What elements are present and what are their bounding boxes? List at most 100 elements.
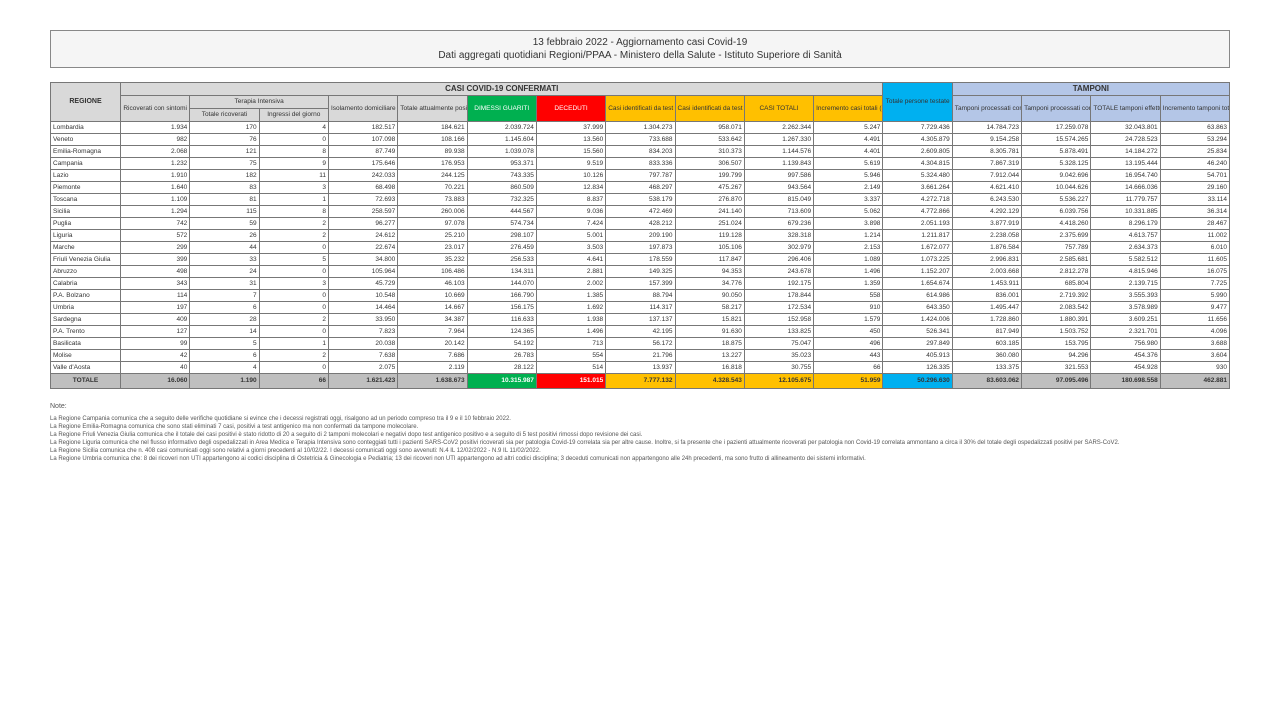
data-cell: 4.613.757 xyxy=(1091,230,1160,242)
table-row: Lazio1.91018211242.033244.125743.33510.1… xyxy=(51,170,1230,182)
data-cell: 260.006 xyxy=(398,206,467,218)
data-cell: 192.175 xyxy=(744,278,813,290)
data-cell: 24.612 xyxy=(328,230,397,242)
data-cell: 170 xyxy=(190,122,259,134)
data-cell: 6 xyxy=(190,350,259,362)
data-cell: 982 xyxy=(121,134,190,146)
data-cell: 251.024 xyxy=(675,218,744,230)
data-cell: 1.267.330 xyxy=(744,134,813,146)
data-cell: 1.654.674 xyxy=(883,278,952,290)
data-cell: 182.517 xyxy=(328,122,397,134)
region-name: Calabria xyxy=(51,278,121,290)
data-cell: 1.672.077 xyxy=(883,242,952,254)
data-cell: 42.195 xyxy=(606,326,675,338)
data-cell: 1.640 xyxy=(121,182,190,194)
table-row: Calabria34331345.72946.103144.0702.00215… xyxy=(51,278,1230,290)
data-cell: 1.304.273 xyxy=(606,122,675,134)
data-cell: 1.938 xyxy=(536,314,605,326)
data-cell: 1.496 xyxy=(536,326,605,338)
data-cell: 94.353 xyxy=(675,266,744,278)
data-cell: 107.098 xyxy=(328,134,397,146)
data-cell: 475.267 xyxy=(675,182,744,194)
data-cell: 94.296 xyxy=(1022,350,1091,362)
data-cell: 7.912.044 xyxy=(952,170,1021,182)
data-cell: 428.212 xyxy=(606,218,675,230)
data-cell: 3 xyxy=(259,278,328,290)
data-cell: 296.406 xyxy=(744,254,813,266)
region-name: Puglia xyxy=(51,218,121,230)
data-cell: 836.001 xyxy=(952,290,1021,302)
data-cell: 860.509 xyxy=(467,182,536,194)
data-cell: 70.221 xyxy=(398,182,467,194)
data-cell: 5.582.512 xyxy=(1091,254,1160,266)
data-cell: 614.986 xyxy=(883,290,952,302)
data-cell: 7.424 xyxy=(536,218,605,230)
table-row: P.A. Bolzano1147010.54810.669166.7901.38… xyxy=(51,290,1230,302)
data-cell: 1 xyxy=(259,338,328,350)
note-line: La Regione Emilia-Romagna comunica che s… xyxy=(50,423,1230,431)
data-cell: 83 xyxy=(190,182,259,194)
data-cell: 2.719.392 xyxy=(1022,290,1091,302)
region-name: Molise xyxy=(51,350,121,362)
region-name: Abruzzo xyxy=(51,266,121,278)
data-cell: 310.373 xyxy=(675,146,744,158)
data-cell: 8 xyxy=(259,146,328,158)
data-cell: 2 xyxy=(259,230,328,242)
data-cell: 134.311 xyxy=(467,266,536,278)
data-cell: 8 xyxy=(259,206,328,218)
data-cell: 30.755 xyxy=(744,362,813,374)
data-cell: 2.153 xyxy=(814,242,883,254)
data-cell: 0 xyxy=(259,242,328,254)
region-name: Campania xyxy=(51,158,121,170)
data-cell: 21.796 xyxy=(606,350,675,362)
data-cell: 46.240 xyxy=(1160,158,1229,170)
col-ti-totale: Totale ricoverati xyxy=(190,109,259,122)
data-cell: 13.195.444 xyxy=(1091,158,1160,170)
data-cell: 953.371 xyxy=(467,158,536,170)
table-row: Molise42627.6387.68626.78355421.79613.22… xyxy=(51,350,1230,362)
data-cell: 713 xyxy=(536,338,605,350)
data-cell: 834.203 xyxy=(606,146,675,158)
data-cell: 0 xyxy=(259,266,328,278)
data-cell: 2 xyxy=(259,314,328,326)
data-cell: 2.585.681 xyxy=(1022,254,1091,266)
data-cell: 1.453.911 xyxy=(952,278,1021,290)
data-cell: 152.958 xyxy=(744,314,813,326)
data-cell: 817.949 xyxy=(952,326,1021,338)
region-name: Valle d'Aosta xyxy=(51,362,121,374)
note-line: La Regione Campania comunica che a segui… xyxy=(50,415,1230,423)
note-line: La Regione Umbria comunica che: 8 dei ri… xyxy=(50,455,1230,463)
data-cell: 166.790 xyxy=(467,290,536,302)
data-cell: 91.630 xyxy=(675,326,744,338)
data-cell: 33.950 xyxy=(328,314,397,326)
data-cell: 2.609.805 xyxy=(883,146,952,158)
data-cell: 514 xyxy=(536,362,605,374)
data-cell: 3.578.989 xyxy=(1091,302,1160,314)
col-incr-casi: Incremento casi totali (rispetto al gior… xyxy=(814,96,883,122)
data-cell: 182 xyxy=(190,170,259,182)
data-cell: 1.728.860 xyxy=(952,314,1021,326)
data-cell: 258.597 xyxy=(328,206,397,218)
data-cell: 558 xyxy=(814,290,883,302)
data-cell: 713.609 xyxy=(744,206,813,218)
data-cell: 114 xyxy=(121,290,190,302)
region-name: Piemonte xyxy=(51,182,121,194)
data-cell: 468.297 xyxy=(606,182,675,194)
covid-data-table: REGIONE CASI COVID-19 CONFERMATI Totale … xyxy=(50,82,1230,389)
data-cell: 743.335 xyxy=(467,170,536,182)
table-row: Emilia-Romagna2.068121887.74989.9381.039… xyxy=(51,146,1230,158)
data-cell: 276.870 xyxy=(675,194,744,206)
data-cell: 244.125 xyxy=(398,170,467,182)
data-cell: 209.190 xyxy=(606,230,675,242)
data-cell: 126.335 xyxy=(883,362,952,374)
data-cell: 72.693 xyxy=(328,194,397,206)
data-cell: 34.387 xyxy=(398,314,467,326)
table-row: P.A. Trento1271407.8237.964124.3651.4964… xyxy=(51,326,1230,338)
data-cell: 2.634.373 xyxy=(1091,242,1160,254)
data-cell: 910 xyxy=(814,302,883,314)
region-name: Emilia-Romagna xyxy=(51,146,121,158)
data-cell: 54.701 xyxy=(1160,170,1229,182)
data-cell: 149.325 xyxy=(606,266,675,278)
data-cell: 24 xyxy=(190,266,259,278)
data-cell: 1.039.078 xyxy=(467,146,536,158)
